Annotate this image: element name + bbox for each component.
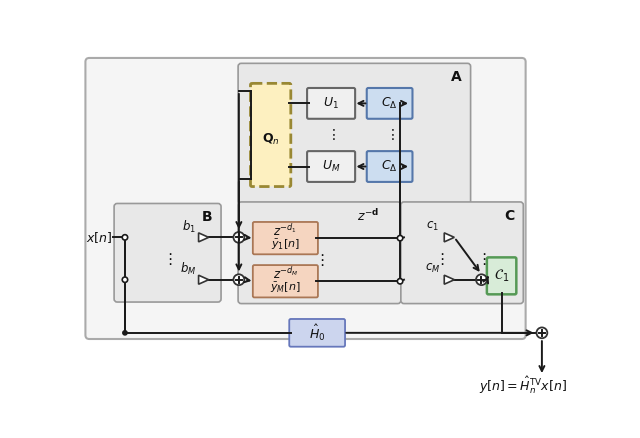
Text: $y[n] = \hat{H}_n^{\mathrm{TV}}x[n]$: $y[n] = \hat{H}_n^{\mathrm{TV}}x[n]$ xyxy=(479,374,566,396)
FancyBboxPatch shape xyxy=(307,151,355,182)
FancyBboxPatch shape xyxy=(367,151,412,182)
Text: $z^{-d_1}$: $z^{-d_1}$ xyxy=(273,223,298,239)
Text: $\vdots$: $\vdots$ xyxy=(434,251,444,267)
FancyBboxPatch shape xyxy=(367,88,412,119)
Text: $\vdots$: $\vdots$ xyxy=(385,127,394,142)
Circle shape xyxy=(123,331,127,335)
FancyBboxPatch shape xyxy=(253,222,318,254)
Text: $\vdots$: $\vdots$ xyxy=(314,252,324,268)
FancyBboxPatch shape xyxy=(401,202,524,304)
Text: $c_1$: $c_1$ xyxy=(426,220,439,233)
Text: $C_\Delta$: $C_\Delta$ xyxy=(381,96,398,111)
Text: $\vdots$: $\vdots$ xyxy=(476,251,486,267)
Polygon shape xyxy=(198,233,209,242)
FancyBboxPatch shape xyxy=(114,204,221,302)
Circle shape xyxy=(123,235,127,240)
Polygon shape xyxy=(444,233,454,242)
Text: $\bar{y}_M[n]$: $\bar{y}_M[n]$ xyxy=(270,281,301,295)
Text: $\vdots$: $\vdots$ xyxy=(326,127,336,142)
Text: C: C xyxy=(504,209,515,223)
Text: $\mathcal{C}_1$: $\mathcal{C}_1$ xyxy=(494,268,509,284)
FancyBboxPatch shape xyxy=(289,319,345,347)
Text: $b_1$: $b_1$ xyxy=(182,219,195,235)
Text: $\hat{H}_0$: $\hat{H}_0$ xyxy=(309,323,325,343)
Polygon shape xyxy=(444,275,454,284)
Circle shape xyxy=(398,236,403,240)
FancyBboxPatch shape xyxy=(307,88,355,119)
Circle shape xyxy=(234,274,244,285)
Text: A: A xyxy=(451,70,462,84)
Text: $b_M$: $b_M$ xyxy=(180,261,196,277)
Polygon shape xyxy=(198,275,209,284)
Circle shape xyxy=(122,277,127,283)
Text: $U_M$: $U_M$ xyxy=(322,159,340,174)
Text: $z^{-d_M}$: $z^{-d_M}$ xyxy=(273,266,298,282)
Text: $z^{-\mathbf{d}}$: $z^{-\mathbf{d}}$ xyxy=(357,208,380,224)
FancyBboxPatch shape xyxy=(238,202,401,304)
FancyBboxPatch shape xyxy=(253,265,318,297)
Text: $U_1$: $U_1$ xyxy=(323,96,339,111)
Text: $\mathbf{Q}_n$: $\mathbf{Q}_n$ xyxy=(262,132,280,147)
Text: $C_\Delta$: $C_\Delta$ xyxy=(381,159,398,174)
Circle shape xyxy=(397,279,403,284)
FancyBboxPatch shape xyxy=(85,58,525,339)
FancyBboxPatch shape xyxy=(487,258,516,294)
Circle shape xyxy=(536,328,547,338)
Circle shape xyxy=(476,274,487,285)
Circle shape xyxy=(234,232,244,243)
Text: $x[n]$: $x[n]$ xyxy=(86,230,113,245)
Text: $\vdots$: $\vdots$ xyxy=(163,251,173,267)
Text: $\bar{y}_1[n]$: $\bar{y}_1[n]$ xyxy=(271,238,300,252)
Circle shape xyxy=(122,235,127,240)
Circle shape xyxy=(398,279,403,283)
Circle shape xyxy=(123,278,127,282)
Circle shape xyxy=(397,236,403,241)
FancyBboxPatch shape xyxy=(238,64,470,204)
FancyBboxPatch shape xyxy=(250,83,291,187)
Text: B: B xyxy=(202,210,212,224)
Text: $c_M$: $c_M$ xyxy=(425,262,440,276)
